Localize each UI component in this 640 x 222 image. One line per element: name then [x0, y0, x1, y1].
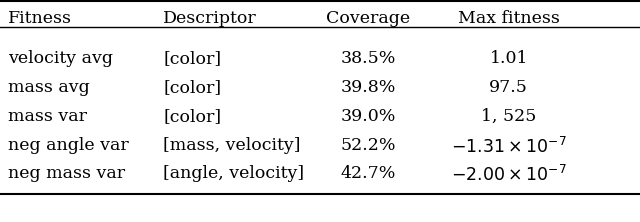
Text: Coverage: Coverage — [326, 10, 410, 27]
Text: mass var: mass var — [8, 108, 86, 125]
Text: [color]: [color] — [163, 108, 221, 125]
Text: $-2.00 \times 10^{-7}$: $-2.00 \times 10^{-7}$ — [451, 165, 566, 186]
Text: Descriptor: Descriptor — [163, 10, 257, 27]
Text: neg mass var: neg mass var — [8, 165, 125, 182]
Text: 1.01: 1.01 — [490, 50, 528, 67]
Text: neg angle var: neg angle var — [8, 137, 129, 154]
Text: 1, 525: 1, 525 — [481, 108, 536, 125]
Text: [mass, velocity]: [mass, velocity] — [163, 137, 301, 154]
Text: 38.5%: 38.5% — [340, 50, 396, 67]
Text: 52.2%: 52.2% — [340, 137, 396, 154]
Text: Max fitness: Max fitness — [458, 10, 560, 27]
Text: 39.8%: 39.8% — [340, 79, 396, 96]
Text: velocity avg: velocity avg — [8, 50, 113, 67]
Text: mass avg: mass avg — [8, 79, 90, 96]
Text: [color]: [color] — [163, 79, 221, 96]
Text: 97.5: 97.5 — [490, 79, 528, 96]
Text: 39.0%: 39.0% — [340, 108, 396, 125]
Text: [color]: [color] — [163, 50, 221, 67]
Text: [angle, velocity]: [angle, velocity] — [163, 165, 305, 182]
Text: $-1.31 \times 10^{-7}$: $-1.31 \times 10^{-7}$ — [451, 137, 566, 157]
Text: 42.7%: 42.7% — [340, 165, 396, 182]
Text: Fitness: Fitness — [8, 10, 72, 27]
